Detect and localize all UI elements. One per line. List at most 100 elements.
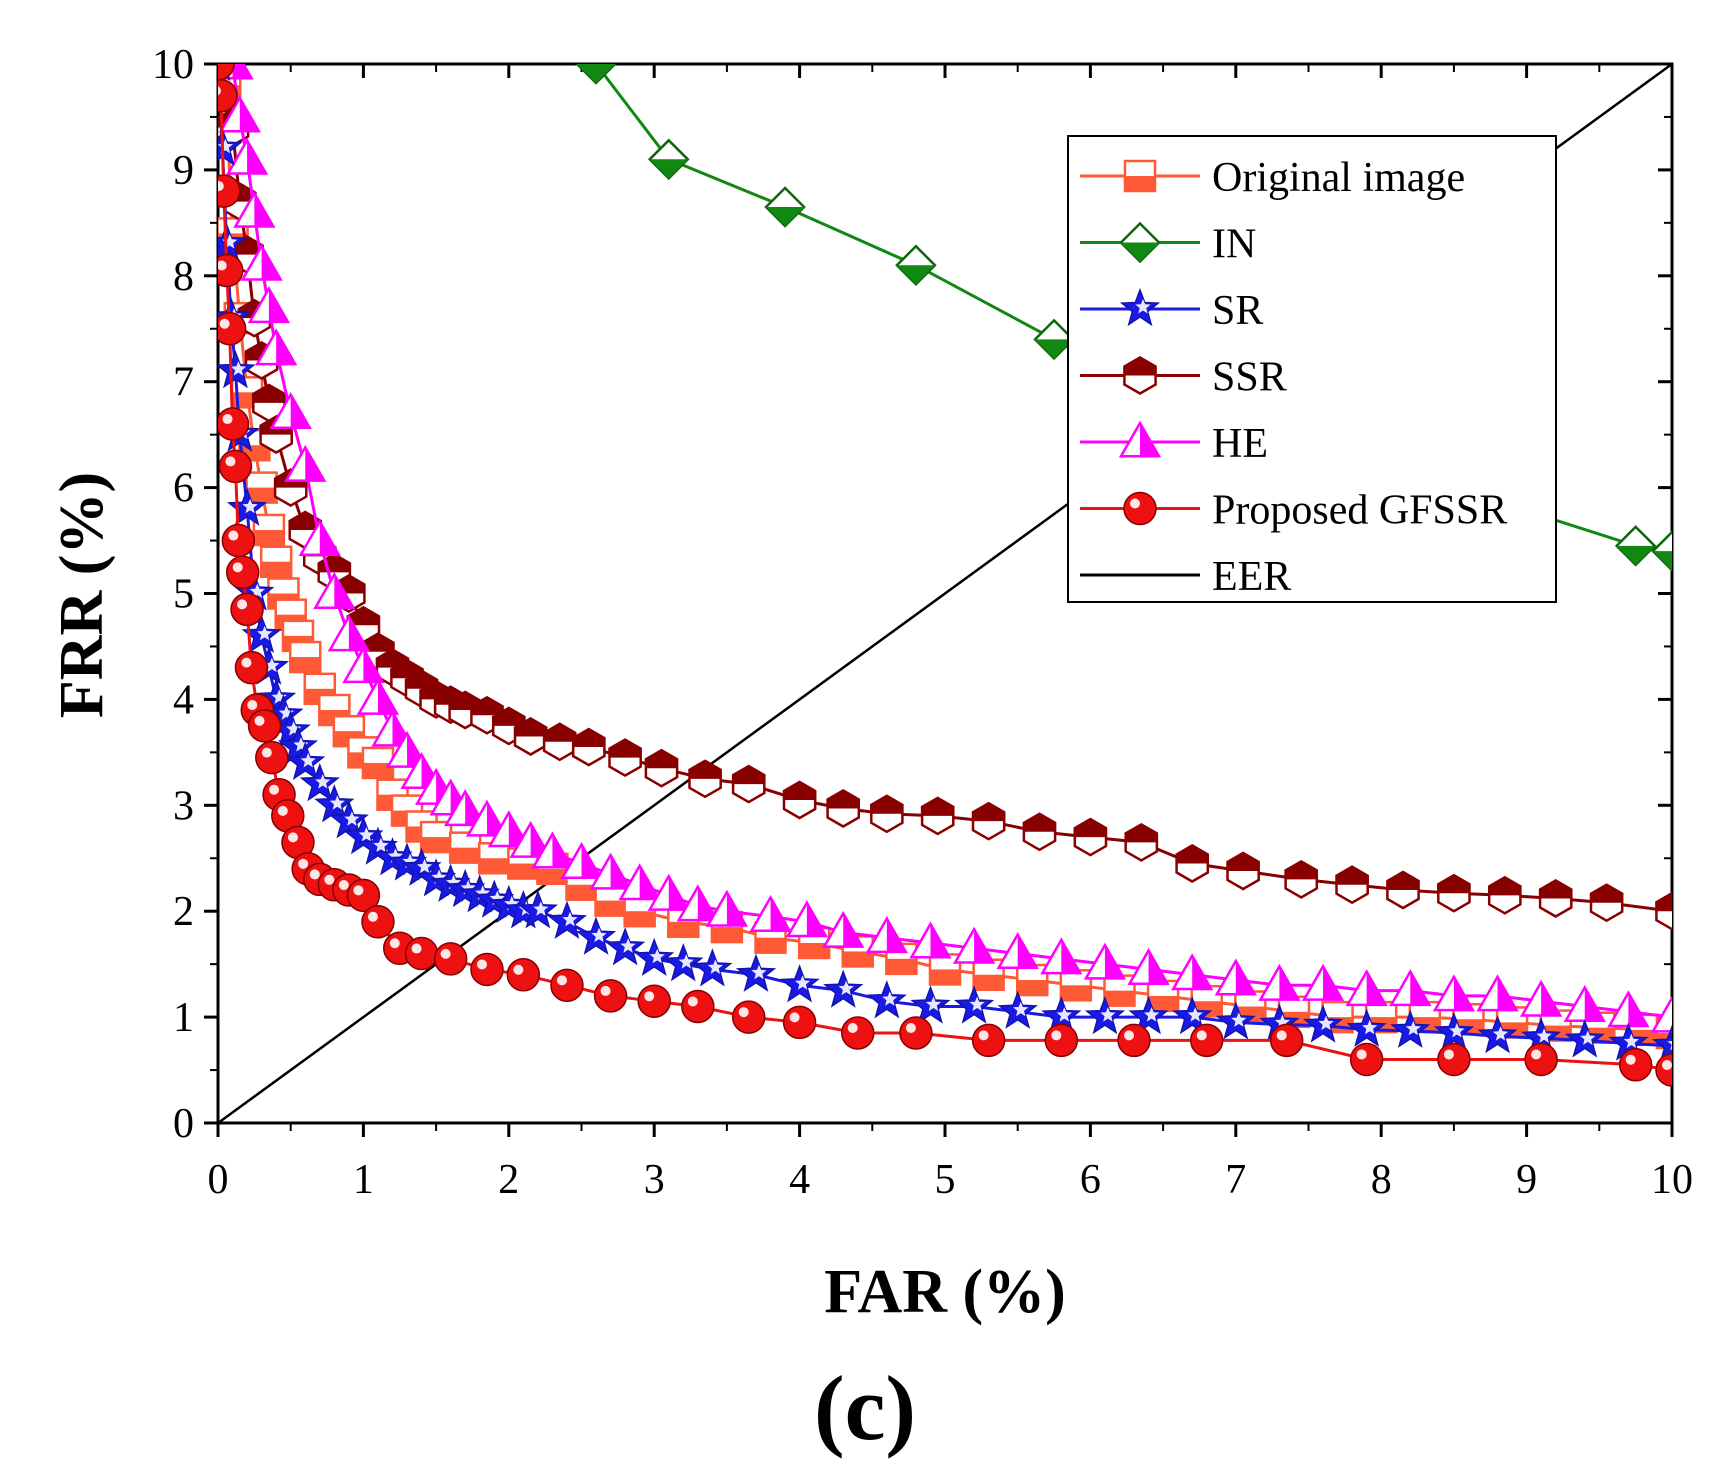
data-point-he	[909, 921, 952, 959]
data-point-he	[1432, 974, 1476, 1012]
data-point-he	[327, 614, 371, 652]
y-tick-label: 2	[173, 889, 194, 935]
data-point-in	[1651, 530, 1672, 572]
data-point-ssr	[542, 722, 577, 762]
data-point-in	[575, 64, 617, 85]
data-point-proposed-gfssr	[247, 709, 282, 743]
data-point-sr	[1084, 995, 1126, 1035]
data-point-in	[1614, 525, 1657, 567]
data-point-proposed-gfssr	[1349, 1042, 1384, 1077]
data-point-sr	[1651, 1024, 1672, 1063]
data-point-original-image	[252, 513, 286, 547]
data-point-proposed-gfssr	[271, 799, 305, 833]
x-tick-label: 9	[1516, 1157, 1537, 1203]
y-tick-label: 0	[173, 1101, 194, 1147]
data-point-he	[298, 519, 341, 557]
data-point-he	[1301, 963, 1345, 1001]
data-point-sr	[218, 349, 256, 389]
data-point-proposed-gfssr	[506, 957, 541, 992]
legend-marker-ssr	[1123, 356, 1157, 395]
data-point-he	[785, 900, 829, 938]
legend-item-original-image: Original image	[1080, 155, 1465, 201]
data-point-sr	[692, 948, 733, 987]
data-point-he	[1214, 958, 1257, 996]
data-point-sr	[328, 800, 369, 839]
data-point-he	[589, 852, 632, 890]
data-point-proposed-gfssr	[218, 449, 253, 484]
data-point-ssr	[1175, 844, 1210, 883]
data-point-ssr	[1655, 891, 1672, 931]
data-point-sr	[277, 725, 319, 765]
legend-marker-he	[1118, 420, 1162, 458]
data-point-ssr	[1284, 859, 1319, 899]
data-point-he	[996, 932, 1039, 970]
data-point-he	[356, 677, 400, 715]
legend-item-sr: SR	[1080, 287, 1263, 334]
data-point-sr	[634, 937, 675, 976]
legend-item-eer: EER	[1080, 554, 1291, 600]
x-tick-label: 0	[208, 1157, 229, 1203]
x-tick-label: 8	[1371, 1157, 1392, 1203]
data-point-original-image	[478, 842, 511, 875]
data-point-he	[1083, 942, 1127, 980]
data-point-sr	[1564, 1019, 1605, 1058]
data-point-original-image	[361, 746, 395, 780]
data-point-he	[1127, 947, 1170, 985]
legend-item-ssr: SSR	[1080, 355, 1287, 401]
data-point-he	[342, 646, 385, 684]
legend-marker-proposed-gfssr	[1123, 491, 1157, 526]
data-point-in	[895, 244, 937, 286]
data-point-ssr	[731, 764, 766, 804]
data-point-he	[284, 444, 327, 482]
series-proposed-gfssr	[218, 64, 1672, 1087]
data-point-proposed-gfssr	[218, 312, 247, 346]
data-point-ssr	[513, 717, 548, 756]
data-point-sr	[779, 964, 820, 1003]
data-point-he	[218, 95, 261, 133]
data-point-he	[1563, 984, 1606, 1023]
data-point-ssr	[920, 796, 955, 836]
data-point-sr	[1390, 1009, 1431, 1048]
data-point-he	[233, 190, 276, 228]
data-point-sr	[314, 784, 355, 823]
data-point-ssr	[1538, 879, 1573, 918]
data-point-he	[1519, 979, 1563, 1017]
y-tick-label: 7	[173, 360, 194, 406]
data-point-he	[822, 910, 865, 948]
data-point-proposed-gfssr	[218, 79, 238, 113]
legend-label-in: IN	[1212, 222, 1256, 268]
panel-label: (c)	[813, 1357, 917, 1459]
data-point-he	[1258, 963, 1301, 1001]
legend-label-eer: EER	[1212, 554, 1291, 600]
y-axis-label: FRR (%)	[48, 472, 116, 718]
data-point-sr	[866, 980, 907, 1019]
data-point-he	[1389, 969, 1432, 1007]
data-point-sr	[1215, 1001, 1256, 1040]
data-point-he	[1171, 953, 1214, 991]
legend-item-proposed-gfssr: Proposed GFSSR	[1080, 488, 1507, 534]
data-point-proposed-gfssr	[433, 942, 468, 976]
data-point-sr	[1128, 995, 1169, 1035]
y-tick-label: 5	[173, 572, 194, 618]
data-point-he	[247, 286, 291, 324]
data-point-ssr	[1073, 817, 1108, 857]
legend-label-sr: SR	[1212, 288, 1263, 334]
x-tick-label: 7	[1225, 1157, 1246, 1203]
x-tick-label: 6	[1080, 1157, 1101, 1203]
data-point-proposed-gfssr	[1117, 1023, 1151, 1058]
data-point-in	[647, 138, 690, 181]
legend-label-proposed-gfssr: Proposed GFSSR	[1212, 488, 1507, 534]
data-point-original-image	[1146, 979, 1180, 1013]
data-point-original-image	[1059, 969, 1093, 1002]
data-point-original-image	[623, 894, 656, 928]
data-point-he	[1040, 937, 1083, 975]
data-point-sr	[735, 953, 777, 992]
data-point-proposed-gfssr	[281, 825, 315, 860]
data-point-sr	[256, 678, 297, 717]
data-point-proposed-gfssr	[550, 968, 584, 1003]
data-point-original-image	[972, 958, 1005, 991]
x-tick-label: 1	[353, 1157, 374, 1203]
data-point-proposed-gfssr	[1437, 1042, 1471, 1077]
data-point-proposed-gfssr	[1044, 1023, 1079, 1058]
data-point-he	[952, 926, 996, 964]
